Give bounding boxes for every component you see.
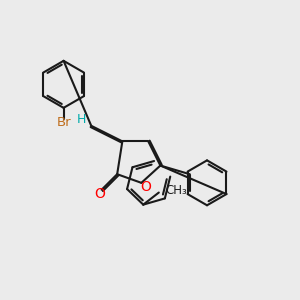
Text: CH₃: CH₃: [165, 184, 187, 197]
Text: O: O: [94, 187, 105, 201]
Text: O: O: [140, 180, 151, 194]
Text: H: H: [77, 113, 86, 126]
Text: Br: Br: [56, 116, 71, 129]
